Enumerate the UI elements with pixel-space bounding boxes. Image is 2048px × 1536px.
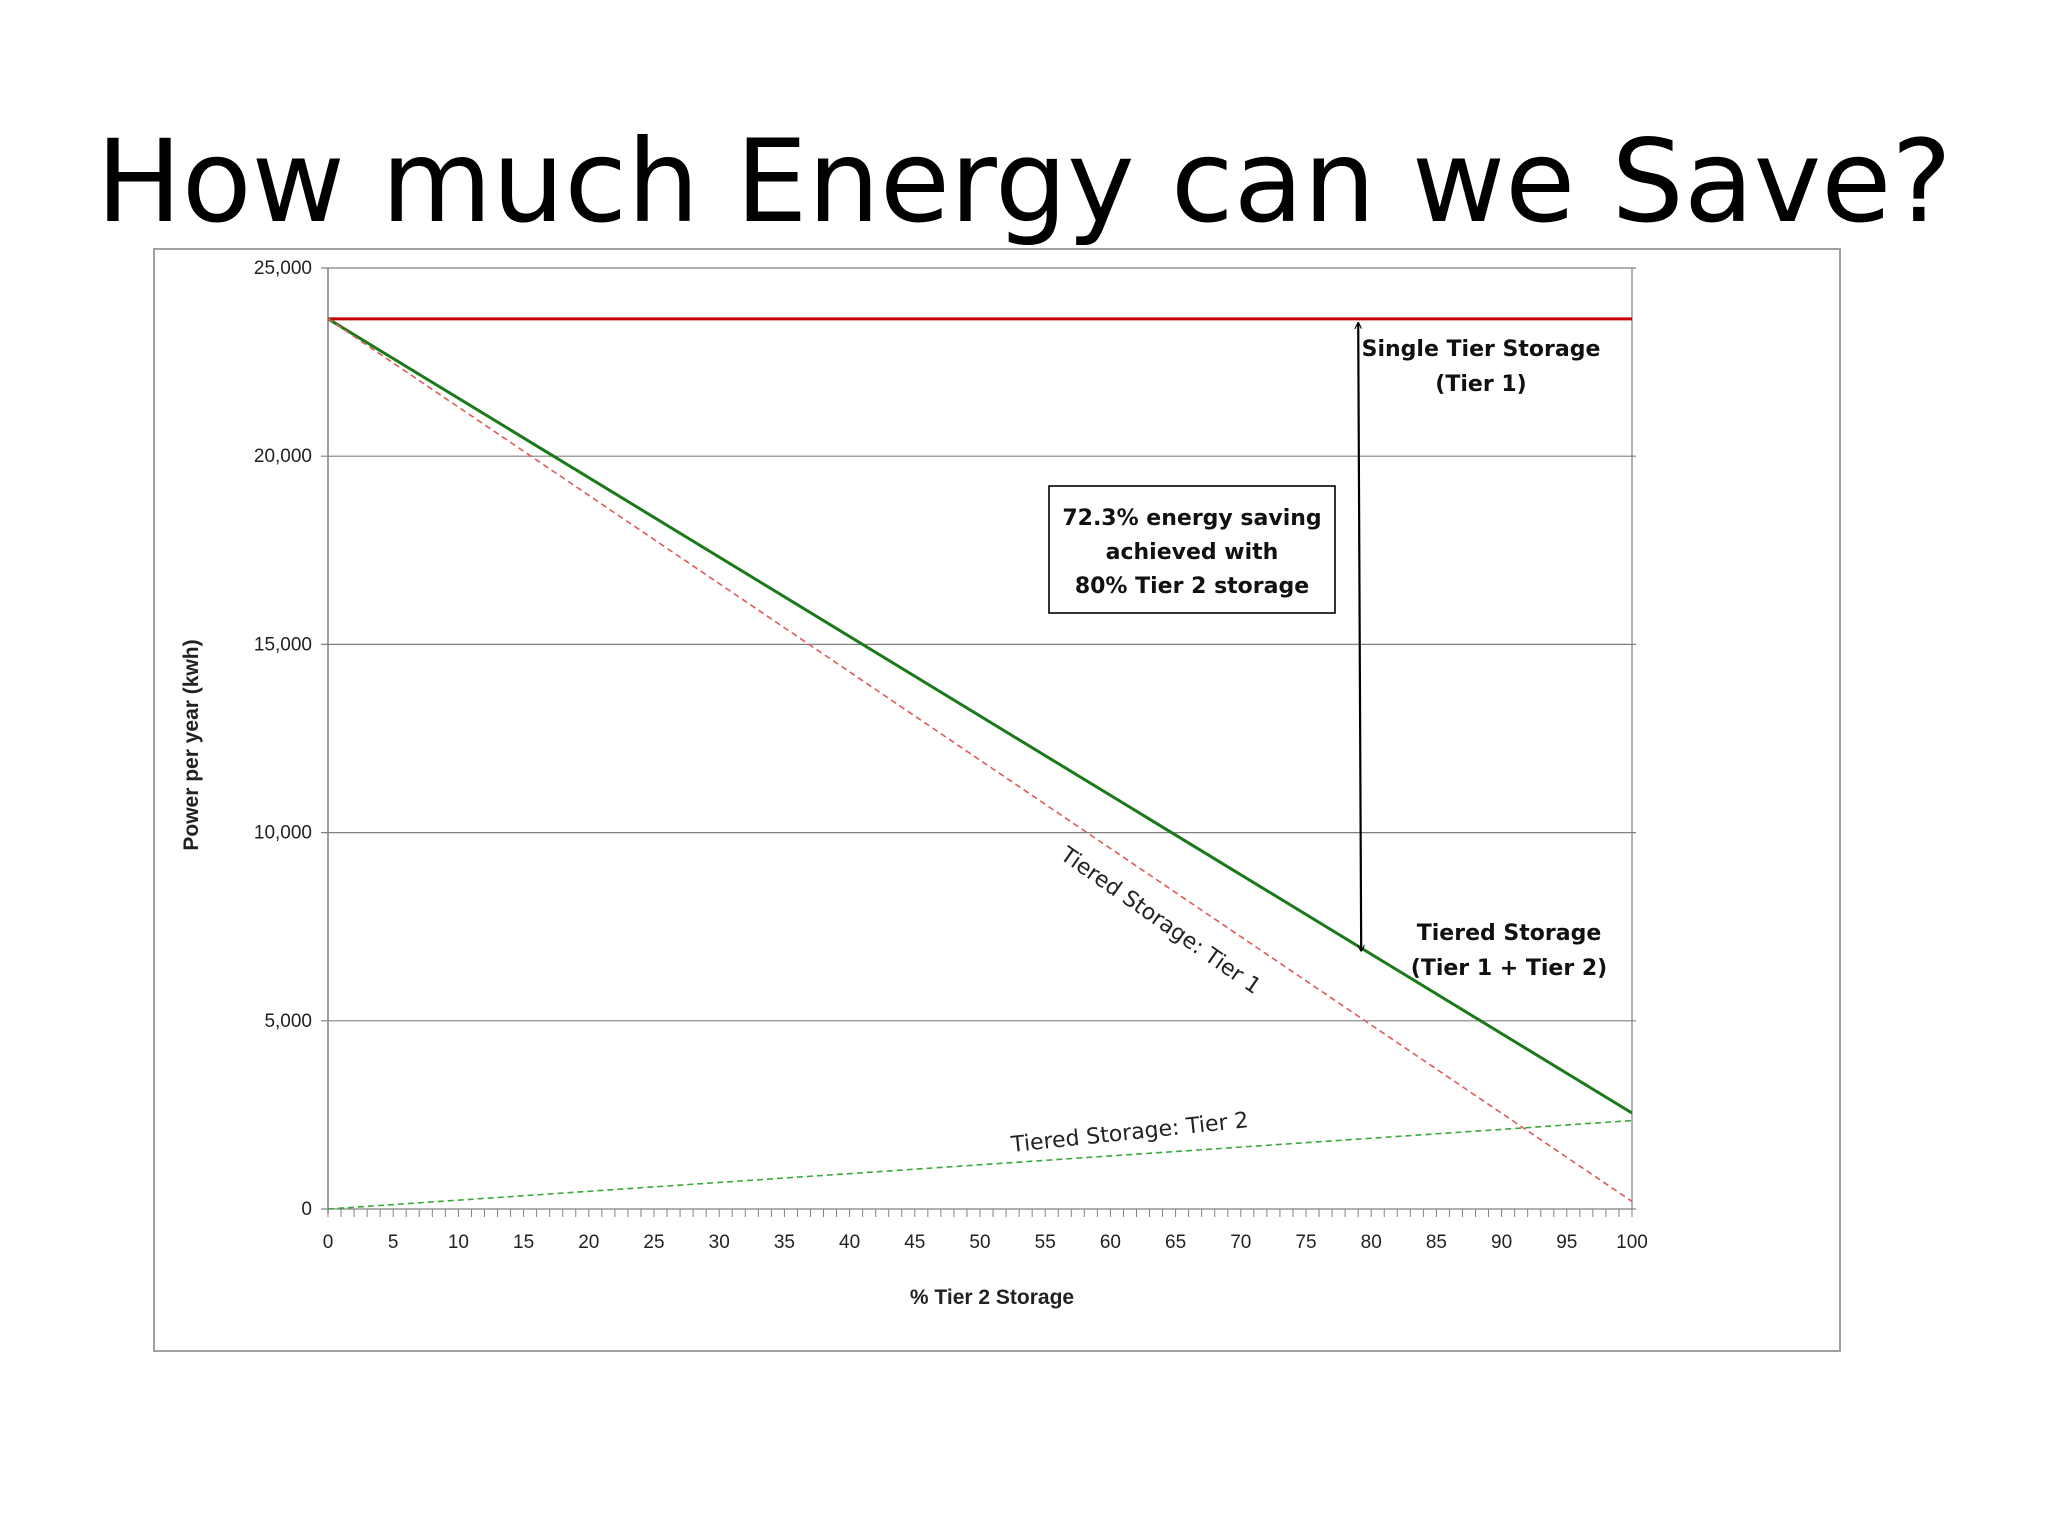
y-tick-label: 5,000 [264, 1011, 312, 1032]
x-tick-label: 15 [513, 1232, 534, 1253]
series [327, 317, 1633, 1210]
y-tick-label: 0 [301, 1199, 312, 1220]
chart-frame: 0 5,000 10,000 15,000 20,000 25,000 0 5 10 15 20 25… [153, 248, 1841, 1352]
x-tick-label: 75 [1295, 1232, 1316, 1253]
axes: 0 5,000 10,000 15,000 20,000 25,000 0 5 10 15 20 25… [180, 258, 1648, 1309]
y-axis-title: Power per year (kwh) [180, 639, 203, 850]
x-tick-label: 0 [323, 1232, 334, 1253]
saving-box-text: achieved with [1106, 540, 1279, 565]
x-tick-label: 10 [448, 1232, 469, 1253]
x-tick-label: 80 [1361, 1232, 1382, 1253]
line-chart: 0 5,000 10,000 15,000 20,000 25,000 0 5 10 15 20 25… [180, 258, 1648, 1309]
x-tick-label: 95 [1556, 1232, 1577, 1253]
single-tier-label: Single Tier Storage [1362, 337, 1601, 362]
tiered-total-label: Tiered Storage [1417, 921, 1602, 946]
series-line-tiered-storage [327, 317, 1633, 1115]
x-tick-label: 90 [1491, 1232, 1512, 1253]
x-tick-label: 30 [709, 1232, 730, 1253]
x-tick-label: 5 [388, 1232, 399, 1253]
x-tick-label: 35 [774, 1232, 795, 1253]
slide-title: How much Energy can we Save? [96, 115, 1952, 248]
x-tick-label: 45 [904, 1232, 925, 1253]
gridlines [321, 267, 1636, 1210]
saving-box [1048, 485, 1336, 614]
x-tick-label: 50 [969, 1232, 990, 1253]
x-axis-title: % Tier 2 Storage [910, 1286, 1074, 1309]
y-tick-label: 25,000 [254, 258, 312, 279]
series-line-tiered-storage-tier-2 [327, 1119, 1633, 1210]
tier2-series-label: Tiered Storage: Tier 2 [1009, 1108, 1250, 1158]
y-tick-label: 10,000 [254, 823, 312, 844]
saving-arrow [1358, 323, 1361, 951]
x-tick-label: 40 [839, 1232, 860, 1253]
tiered-total-label: (Tier 1 + Tier 2) [1411, 956, 1607, 981]
y-tick-label: 15,000 [254, 634, 312, 655]
annotations: Single Tier Storage (Tier 1) Tiered Storag… [1009, 323, 1607, 1158]
x-tick-label: 85 [1426, 1232, 1447, 1253]
x-tick-label: 55 [1035, 1232, 1056, 1253]
x-tick-label: 65 [1165, 1232, 1186, 1253]
tier1-series-label: Tiered Storage: Tier 1 [1055, 842, 1265, 1000]
x-tick-label: 60 [1100, 1232, 1121, 1253]
x-tick-label: 100 [1616, 1232, 1648, 1253]
x-tick-label: 70 [1230, 1232, 1251, 1253]
saving-box-text: 80% Tier 2 storage [1075, 574, 1309, 599]
single-tier-label: (Tier 1) [1435, 372, 1526, 397]
y-tick-label: 20,000 [254, 446, 312, 467]
x-tick-label: 20 [578, 1232, 599, 1253]
saving-box-text: 72.3% energy saving [1062, 506, 1321, 531]
series-line-tiered-storage-tier-1 [327, 318, 1633, 1203]
x-tick-label: 25 [643, 1232, 664, 1253]
